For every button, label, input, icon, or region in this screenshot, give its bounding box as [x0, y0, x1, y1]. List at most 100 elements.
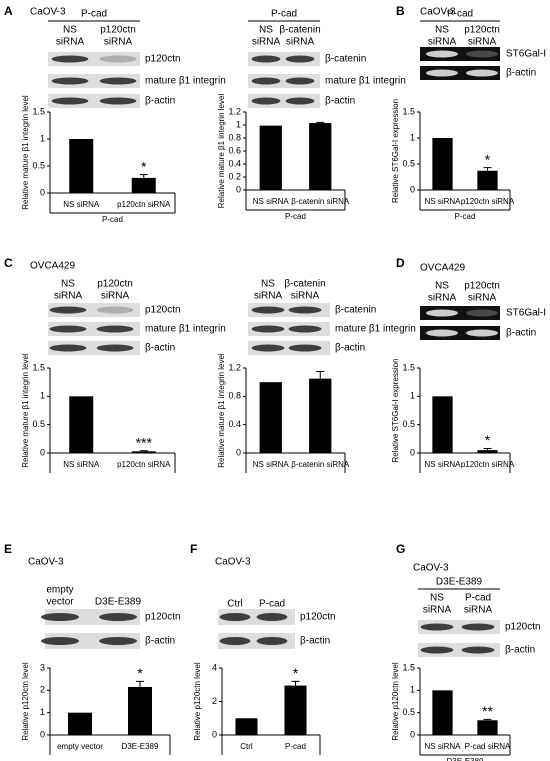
lane-label: siRNA: [464, 605, 493, 616]
lane-label: D3E-E389: [95, 597, 142, 608]
blot-band: [256, 637, 288, 645]
y-tick-label: 1: [410, 391, 415, 401]
lane-label: siRNA: [468, 293, 497, 304]
panel-letter: A: [4, 4, 13, 18]
bar: [432, 396, 453, 453]
blot-band: [49, 344, 87, 352]
blot-label: p120ctn: [145, 612, 181, 623]
y-tick-label: 0.6: [228, 145, 241, 155]
blot-label: mature β1 integrin: [145, 324, 226, 335]
x-tick-label: β-catenin siRNA: [291, 460, 350, 469]
lane-label: empty: [46, 585, 73, 596]
blot-label: β-actin: [145, 343, 175, 354]
lane-label: P-cad: [259, 599, 285, 610]
lane-label: NS: [259, 25, 273, 36]
panel-letter: C: [4, 256, 13, 270]
blot-band: [426, 50, 458, 58]
blot-band: [420, 623, 454, 631]
x-tick-label: β-catenin siRNA: [291, 197, 350, 206]
lane-label: siRNA: [101, 291, 130, 302]
lane-label: β-catenin: [279, 25, 320, 36]
blot-band: [51, 97, 89, 105]
y-axis-label: Relative ST6Gal-I expression: [391, 358, 400, 462]
blot-label: β-catenin: [325, 54, 366, 65]
y-tick-label: 2: [212, 696, 217, 706]
blot-label: ST6Gal-I: [506, 308, 546, 319]
blot-band: [99, 55, 137, 63]
x-tick-label: NS siRNA: [253, 460, 290, 469]
lane-label: siRNA: [423, 605, 452, 616]
blot-label: β-actin: [505, 645, 535, 656]
lane-label: p120ctn: [464, 25, 500, 36]
y-axis-label: Relative p120ctn level: [391, 662, 400, 740]
panel-letter: D: [396, 256, 405, 270]
x-tick-label: p120ctn siRNA: [461, 460, 515, 469]
y-tick-label: 0.2: [228, 171, 241, 181]
lane-label: siRNA: [428, 37, 457, 48]
blot-band: [426, 329, 458, 337]
blot-band: [49, 325, 87, 333]
lane-label: vector: [46, 597, 74, 608]
y-tick-label: 1: [40, 391, 45, 401]
y-tick-label: 0: [40, 729, 45, 739]
blot-band: [96, 306, 134, 314]
lane-label: siRNA: [254, 291, 283, 302]
lane-label: siRNA: [104, 37, 133, 48]
blot-band: [426, 69, 458, 77]
error-bar: [483, 447, 492, 451]
panel-letter: E: [4, 542, 12, 556]
cell-line: CaOV-3: [413, 563, 449, 574]
y-tick-label: 1.2: [228, 106, 241, 116]
error-bar: [139, 450, 148, 452]
y-axis-label: Relative mature β1 integrin level: [21, 353, 30, 468]
lane-label: siRNA: [56, 37, 85, 48]
panel-letter: G: [396, 542, 405, 556]
blot-strip: [48, 52, 140, 66]
y-tick-label: 1: [410, 132, 415, 142]
y-tick-label: 1.5: [402, 106, 415, 116]
bar: [68, 712, 92, 735]
blot-header: D3E-E389: [436, 577, 483, 588]
error-bar: [316, 121, 325, 124]
y-tick-label: 1.5: [32, 106, 45, 116]
lane-label: siRNA: [252, 37, 281, 48]
bar: [259, 125, 282, 190]
blot-band: [41, 613, 79, 621]
blot-strip: [48, 303, 140, 317]
bar: [477, 720, 498, 735]
significance: ***: [136, 434, 153, 450]
blot-band: [288, 306, 322, 314]
x-tick-label: empty vector: [57, 742, 103, 751]
blot-band: [96, 325, 134, 333]
bar: [131, 177, 156, 193]
blot-label: β-actin: [325, 96, 355, 107]
blot-band: [466, 309, 498, 317]
y-tick-label: 3: [40, 662, 45, 672]
x-tick-label: p120ctn siRNA: [117, 200, 171, 209]
blot-band: [461, 623, 495, 631]
blot-strip: [420, 306, 500, 320]
lane-label: siRNA: [54, 291, 83, 302]
y-axis-label: Relative mature β1 integrin level: [21, 95, 30, 210]
blot-label: ST6Gal-I: [506, 49, 546, 60]
y-axis-label: Relative p120ctn level: [193, 662, 202, 740]
lane-label: NS: [63, 25, 77, 36]
y-tick-label: 1.5: [402, 362, 415, 372]
blot-strip: [48, 322, 140, 336]
blot-band: [466, 50, 498, 58]
lane-label: siRNA: [428, 293, 457, 304]
blot-strip: [418, 620, 500, 634]
blot-band: [285, 55, 315, 63]
blot-band: [288, 344, 322, 352]
blot-band: [251, 306, 285, 314]
lane-label: NS: [435, 281, 449, 292]
lane-label: p120ctn: [464, 281, 500, 292]
bar: [477, 450, 498, 453]
y-axis-label: Relative mature β1 integrin level: [217, 94, 226, 209]
lane-label: NS: [261, 279, 275, 290]
lane-label: NS: [61, 279, 75, 290]
blot-header: P-cad: [271, 9, 297, 20]
lane-label: NS: [430, 593, 444, 604]
blot-band: [466, 329, 498, 337]
